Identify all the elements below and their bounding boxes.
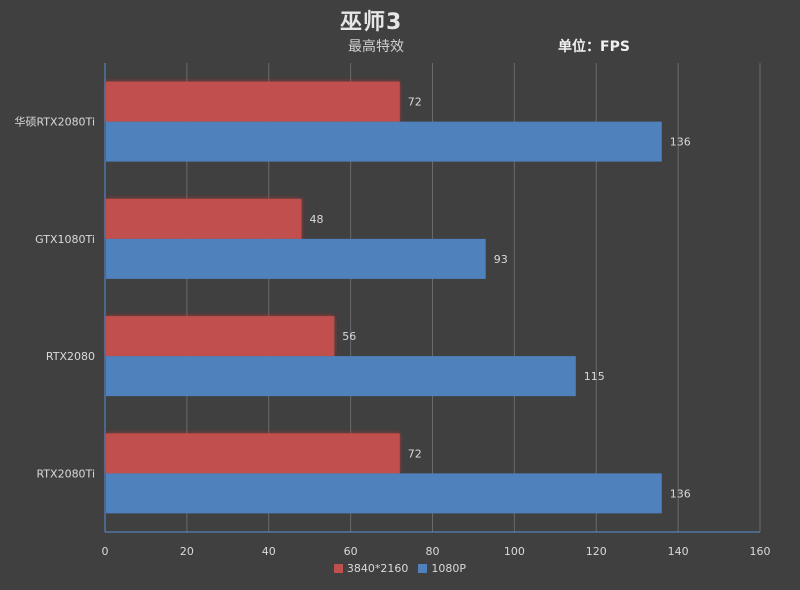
x-tick-label: 20: [180, 545, 194, 558]
x-tick-label: 60: [344, 545, 358, 558]
bar-3840: [106, 433, 400, 474]
y-category-label: RTX2080Ti: [36, 467, 95, 480]
x-tick-label: 80: [426, 545, 440, 558]
data-label: 56: [342, 330, 356, 343]
legend-item-1080p: 1080P: [418, 562, 466, 575]
bar-3840: [106, 316, 335, 357]
y-category-label: 华硕RTX2080Ti: [14, 115, 95, 129]
bar-1080p: [106, 238, 486, 279]
legend: 3840*2160 1080P: [0, 562, 800, 575]
legend-swatch-3840: [333, 564, 343, 573]
data-label: 72: [408, 96, 422, 109]
y-category-label: RTX2080: [46, 350, 95, 363]
bar-1080p: [106, 121, 662, 162]
x-tick-label: 0: [102, 545, 109, 558]
chart-subtitle: 最高特效: [348, 39, 404, 55]
x-tick-label: 160: [750, 545, 771, 558]
data-label: 48: [310, 213, 324, 226]
legend-item-3840: 3840*2160: [333, 562, 409, 575]
chart-title: 巫师3: [340, 10, 403, 35]
x-tick-label: 140: [668, 545, 689, 558]
unit-label: 单位：FPS: [558, 39, 630, 55]
x-tick-label: 120: [586, 545, 607, 558]
bar-3840: [106, 198, 302, 239]
bar-1080p: [106, 356, 576, 397]
data-label: 72: [408, 447, 422, 460]
y-category-label: GTX1080Ti: [35, 233, 95, 246]
legend-label-3840: 3840*2160: [346, 562, 409, 575]
x-tick-label: 40: [262, 545, 276, 558]
x-tick-label: 100: [504, 545, 525, 558]
legend-swatch-1080p: [418, 564, 428, 573]
legend-label-1080p: 1080P: [431, 562, 467, 575]
data-label: 136: [670, 136, 691, 149]
data-label: 115: [584, 370, 605, 383]
bar-1080p: [106, 473, 662, 514]
data-label: 136: [670, 487, 691, 500]
bar-3840: [106, 81, 400, 122]
data-label: 93: [494, 253, 508, 266]
